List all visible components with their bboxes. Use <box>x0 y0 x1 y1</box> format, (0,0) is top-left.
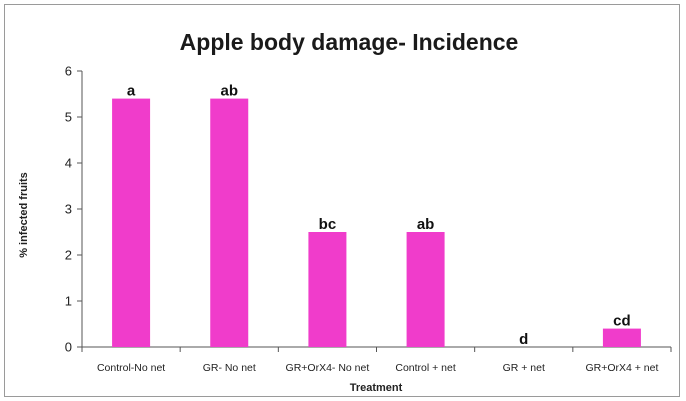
bar <box>112 98 151 347</box>
x-tick-label: GR- No net <box>203 362 256 374</box>
x-tick-label: GR + net <box>503 362 545 374</box>
x-axis-title: Treatment <box>350 382 403 394</box>
x-tick-label: Control-No net <box>97 362 165 374</box>
chart-frame: Apple body damage- Incidence 0 1 2 3 4 5 6 Con… <box>4 4 680 397</box>
bar-data-label: a <box>127 83 136 100</box>
bar <box>602 328 641 347</box>
chart-title: Apple body damage- Incidence <box>180 29 519 55</box>
bar <box>308 232 347 347</box>
y-tick-label: 1 <box>65 294 72 309</box>
bars <box>112 98 641 347</box>
y-tick-label: 6 <box>65 64 72 79</box>
bar-data-label: cd <box>613 313 631 330</box>
bar-data-label: ab <box>417 216 435 233</box>
x-tick-label: GR+OrX4- No net <box>286 362 370 374</box>
bar-chart: Apple body damage- Incidence 0 1 2 3 4 5 6 Con… <box>18 29 672 394</box>
x-tick-label: Control + net <box>395 362 455 374</box>
y-tick-label: 2 <box>65 248 72 263</box>
y-tick-label: 4 <box>65 156 72 171</box>
bar <box>406 232 445 347</box>
y-tick-label: 5 <box>65 110 72 125</box>
x-axis: Control-No net GR- No net GR+OrX4- No net C… <box>81 346 672 374</box>
bar <box>210 98 249 347</box>
y-tick-label: 0 <box>65 340 72 355</box>
y-axis-title: % infected fruits <box>18 172 30 258</box>
bar-data-label: ab <box>220 83 238 100</box>
y-tick-label: 3 <box>65 202 72 217</box>
x-tick-label: GR+OrX4 + net <box>585 362 658 374</box>
bar-data-label: bc <box>319 216 337 233</box>
bar-data-label: d <box>519 331 528 348</box>
y-axis: 0 1 2 3 4 5 6 <box>65 64 83 355</box>
data-labels: a ab bc ab d cd <box>127 83 631 348</box>
